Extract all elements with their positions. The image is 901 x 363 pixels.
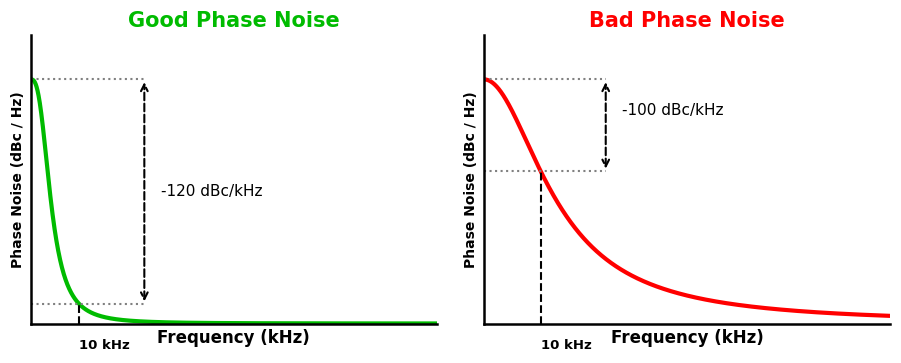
- Y-axis label: Phase Noise (dBc / Hz): Phase Noise (dBc / Hz): [464, 91, 478, 268]
- Text: -120 dBc/kHz: -120 dBc/kHz: [160, 184, 262, 199]
- Text: 10 kHz: 10 kHz: [541, 339, 592, 352]
- Title: Bad Phase Noise: Bad Phase Noise: [589, 11, 785, 31]
- X-axis label: Frequency (kHz): Frequency (kHz): [611, 329, 763, 347]
- Text: -100 dBc/kHz: -100 dBc/kHz: [622, 103, 724, 118]
- Y-axis label: Phase Noise (dBc / Hz): Phase Noise (dBc / Hz): [11, 91, 25, 268]
- Title: Good Phase Noise: Good Phase Noise: [128, 11, 340, 31]
- Text: 10 kHz: 10 kHz: [79, 339, 130, 352]
- X-axis label: Frequency (kHz): Frequency (kHz): [158, 329, 310, 347]
